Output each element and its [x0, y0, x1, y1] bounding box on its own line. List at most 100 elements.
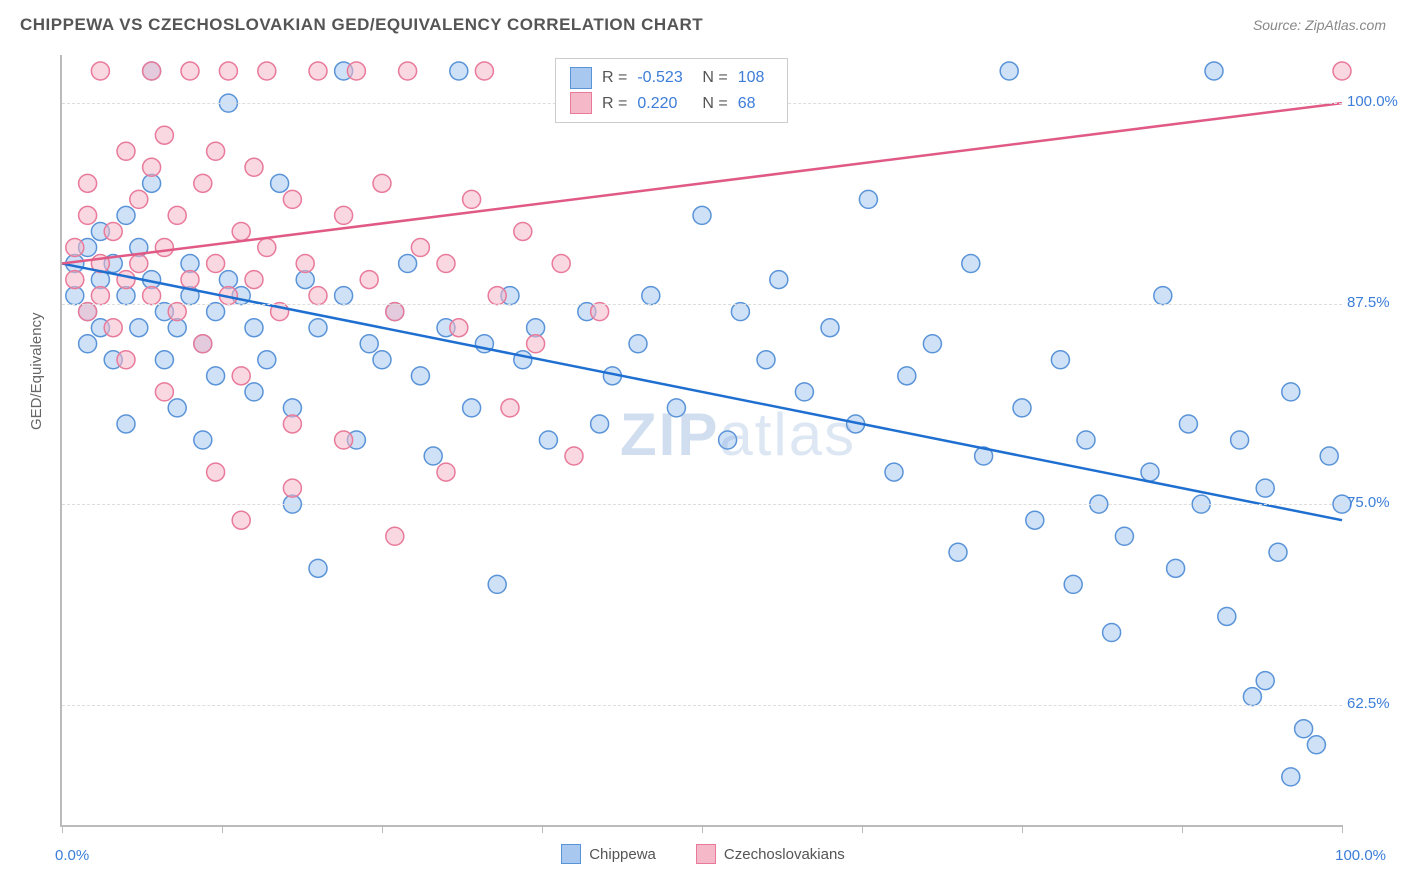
- data-point: [475, 62, 493, 80]
- data-point: [437, 463, 455, 481]
- data-point: [155, 126, 173, 144]
- data-point: [539, 431, 557, 449]
- data-point: [168, 206, 186, 224]
- data-point: [1205, 62, 1223, 80]
- data-point: [245, 271, 263, 289]
- data-point: [194, 335, 212, 353]
- y-tick-label: 100.0%: [1347, 93, 1402, 110]
- x-tick: [222, 825, 223, 833]
- y-tick-label: 87.5%: [1347, 294, 1402, 311]
- x-tick: [1022, 825, 1023, 833]
- data-point: [117, 142, 135, 160]
- data-point: [168, 303, 186, 321]
- data-point: [360, 335, 378, 353]
- data-point: [181, 62, 199, 80]
- data-point: [181, 271, 199, 289]
- data-point: [1320, 447, 1338, 465]
- data-point: [450, 62, 468, 80]
- gridline: [62, 705, 1342, 706]
- x-tick: [1182, 825, 1183, 833]
- data-point: [104, 319, 122, 337]
- stats-n-label: N =: [702, 91, 727, 117]
- legend-swatch: [696, 844, 716, 864]
- data-point: [1179, 415, 1197, 433]
- chart-title: CHIPPEWA VS CZECHOSLOVAKIAN GED/EQUIVALE…: [20, 15, 703, 35]
- data-point: [91, 287, 109, 305]
- x-tick: [702, 825, 703, 833]
- data-point: [757, 351, 775, 369]
- data-point: [245, 383, 263, 401]
- data-point: [117, 351, 135, 369]
- data-point: [335, 287, 353, 305]
- data-point: [143, 158, 161, 176]
- data-point: [399, 255, 417, 273]
- data-point: [373, 351, 391, 369]
- data-point: [117, 415, 135, 433]
- data-point: [859, 190, 877, 208]
- stats-n-value: 108: [738, 65, 773, 91]
- data-point: [207, 255, 225, 273]
- stats-r-label: R =: [602, 91, 627, 117]
- data-point: [117, 271, 135, 289]
- data-point: [79, 174, 97, 192]
- legend-label: Czechoslovakians: [724, 846, 845, 863]
- data-point: [527, 335, 545, 353]
- data-point: [207, 142, 225, 160]
- legend-label: Chippewa: [589, 846, 656, 863]
- data-point: [962, 255, 980, 273]
- data-point: [130, 319, 148, 337]
- data-point: [1256, 672, 1274, 690]
- data-point: [194, 174, 212, 192]
- stats-n-value: 68: [738, 91, 773, 117]
- x-tick: [382, 825, 383, 833]
- data-point: [501, 399, 519, 417]
- data-point: [207, 463, 225, 481]
- chart-plot-area: 62.5%75.0%87.5%100.0%: [60, 55, 1342, 827]
- data-point: [309, 319, 327, 337]
- data-point: [283, 479, 301, 497]
- data-point: [219, 62, 237, 80]
- data-point: [1051, 351, 1069, 369]
- data-point: [245, 158, 263, 176]
- data-point: [1333, 62, 1351, 80]
- data-point: [488, 575, 506, 593]
- data-point: [386, 527, 404, 545]
- data-point: [411, 367, 429, 385]
- legend-item: Czechoslovakians: [696, 844, 845, 864]
- legend-item: Chippewa: [561, 844, 656, 864]
- data-point: [309, 62, 327, 80]
- stats-row: R =-0.523N =108: [570, 65, 773, 91]
- x-tick: [862, 825, 863, 833]
- data-point: [565, 447, 583, 465]
- data-point: [373, 174, 391, 192]
- data-point: [79, 206, 97, 224]
- data-point: [296, 255, 314, 273]
- data-point: [437, 255, 455, 273]
- data-point: [1064, 575, 1082, 593]
- x-tick: [62, 825, 63, 833]
- chart-svg: [62, 55, 1342, 825]
- data-point: [463, 399, 481, 417]
- data-point: [335, 431, 353, 449]
- data-point: [232, 222, 250, 240]
- y-tick-label: 75.0%: [1347, 494, 1402, 511]
- data-point: [207, 303, 225, 321]
- data-point: [898, 367, 916, 385]
- data-point: [488, 287, 506, 305]
- data-point: [283, 415, 301, 433]
- data-point: [591, 415, 609, 433]
- data-point: [1243, 688, 1261, 706]
- data-point: [194, 431, 212, 449]
- gridline: [62, 504, 1342, 505]
- bottom-legend: Chippewa Czechoslovakians: [0, 844, 1406, 864]
- data-point: [463, 190, 481, 208]
- data-point: [1282, 768, 1300, 786]
- stats-r-value: -0.523: [637, 65, 692, 91]
- data-point: [143, 62, 161, 80]
- data-point: [1077, 431, 1095, 449]
- data-point: [104, 222, 122, 240]
- data-point: [232, 367, 250, 385]
- data-point: [79, 303, 97, 321]
- data-point: [1218, 607, 1236, 625]
- data-point: [821, 319, 839, 337]
